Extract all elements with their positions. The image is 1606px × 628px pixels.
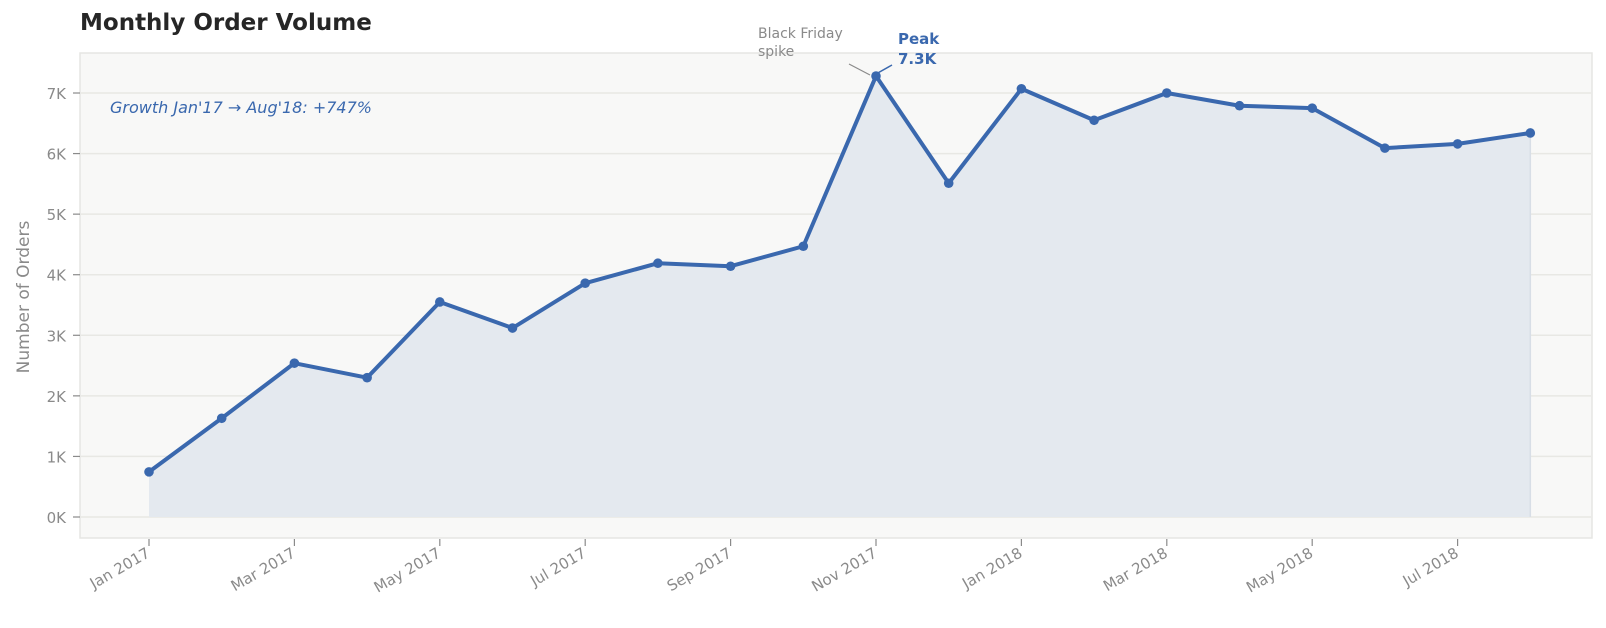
- black-friday-annotation-line1: Black Friday: [758, 26, 843, 42]
- data-point: [362, 372, 372, 383]
- data-point: [144, 467, 154, 477]
- x-tick-label: Jul 2018: [1399, 544, 1462, 591]
- x-axis: Jan 2017 Mar 2017 May 2017 Jul 2017 Sep 2017…: [86, 539, 1462, 596]
- data-point: [943, 178, 954, 189]
- x-tick-label: Jan 2017: [86, 544, 153, 593]
- data-point: [1380, 143, 1390, 153]
- black-friday-annotation-line2: spike: [758, 44, 794, 60]
- data-point: [725, 261, 736, 272]
- data-point: [653, 258, 663, 269]
- y-tick-label: 2K: [47, 388, 68, 406]
- data-point: [798, 241, 809, 252]
- area-fill: [149, 76, 1531, 517]
- y-axis: 0K 1K 2K 3K 4K 5K 6K 7K: [47, 85, 80, 527]
- x-tick-label: May 2017: [371, 544, 444, 597]
- peak-annotation-line2: 7.3K: [898, 50, 938, 68]
- y-tick-label: 1K: [47, 448, 68, 466]
- data-point: [507, 323, 518, 333]
- data-point: [435, 297, 445, 307]
- data-point: [216, 413, 227, 424]
- black-friday-leader: [848, 63, 871, 76]
- data-point: [1089, 115, 1099, 126]
- data-point: [1162, 88, 1172, 98]
- x-tick-label: May 2018: [1243, 544, 1316, 597]
- x-tick-label: Nov 2017: [808, 544, 880, 596]
- peak-annotation-line1: Peak: [898, 30, 940, 48]
- y-tick-label: 7K: [47, 85, 68, 103]
- data-markers: [144, 71, 1536, 477]
- x-tick-label: Jan 2018: [958, 544, 1025, 593]
- data-point: [289, 358, 300, 368]
- data-point: [1452, 139, 1463, 149]
- x-tick-label: Mar 2018: [1100, 544, 1171, 595]
- data-point: [1525, 128, 1536, 138]
- x-tick-label: Mar 2017: [228, 544, 299, 595]
- data-point: [1307, 103, 1317, 113]
- data-point: [1016, 83, 1027, 94]
- peak-leader: [875, 64, 893, 75]
- x-tick-label: Jul 2017: [526, 544, 589, 591]
- x-tick-label: Sep 2017: [664, 544, 735, 595]
- data-point: [871, 71, 881, 81]
- data-point: [580, 278, 590, 288]
- data-point: [1234, 100, 1245, 111]
- growth-annotation: Growth Jan'17 → Aug'18: +747%: [110, 98, 372, 117]
- chart-title: Monthly Order Volume: [80, 10, 372, 36]
- y-axis-label: Number of Orders: [14, 221, 34, 374]
- y-tick-label: 5K: [47, 206, 68, 224]
- y-tick-label: 6K: [47, 146, 68, 164]
- y-tick-label: 3K: [47, 327, 68, 345]
- y-tick-label: 4K: [47, 267, 68, 285]
- series-line-orders: [147, 74, 1531, 474]
- y-tick-label: 0K: [47, 509, 68, 527]
